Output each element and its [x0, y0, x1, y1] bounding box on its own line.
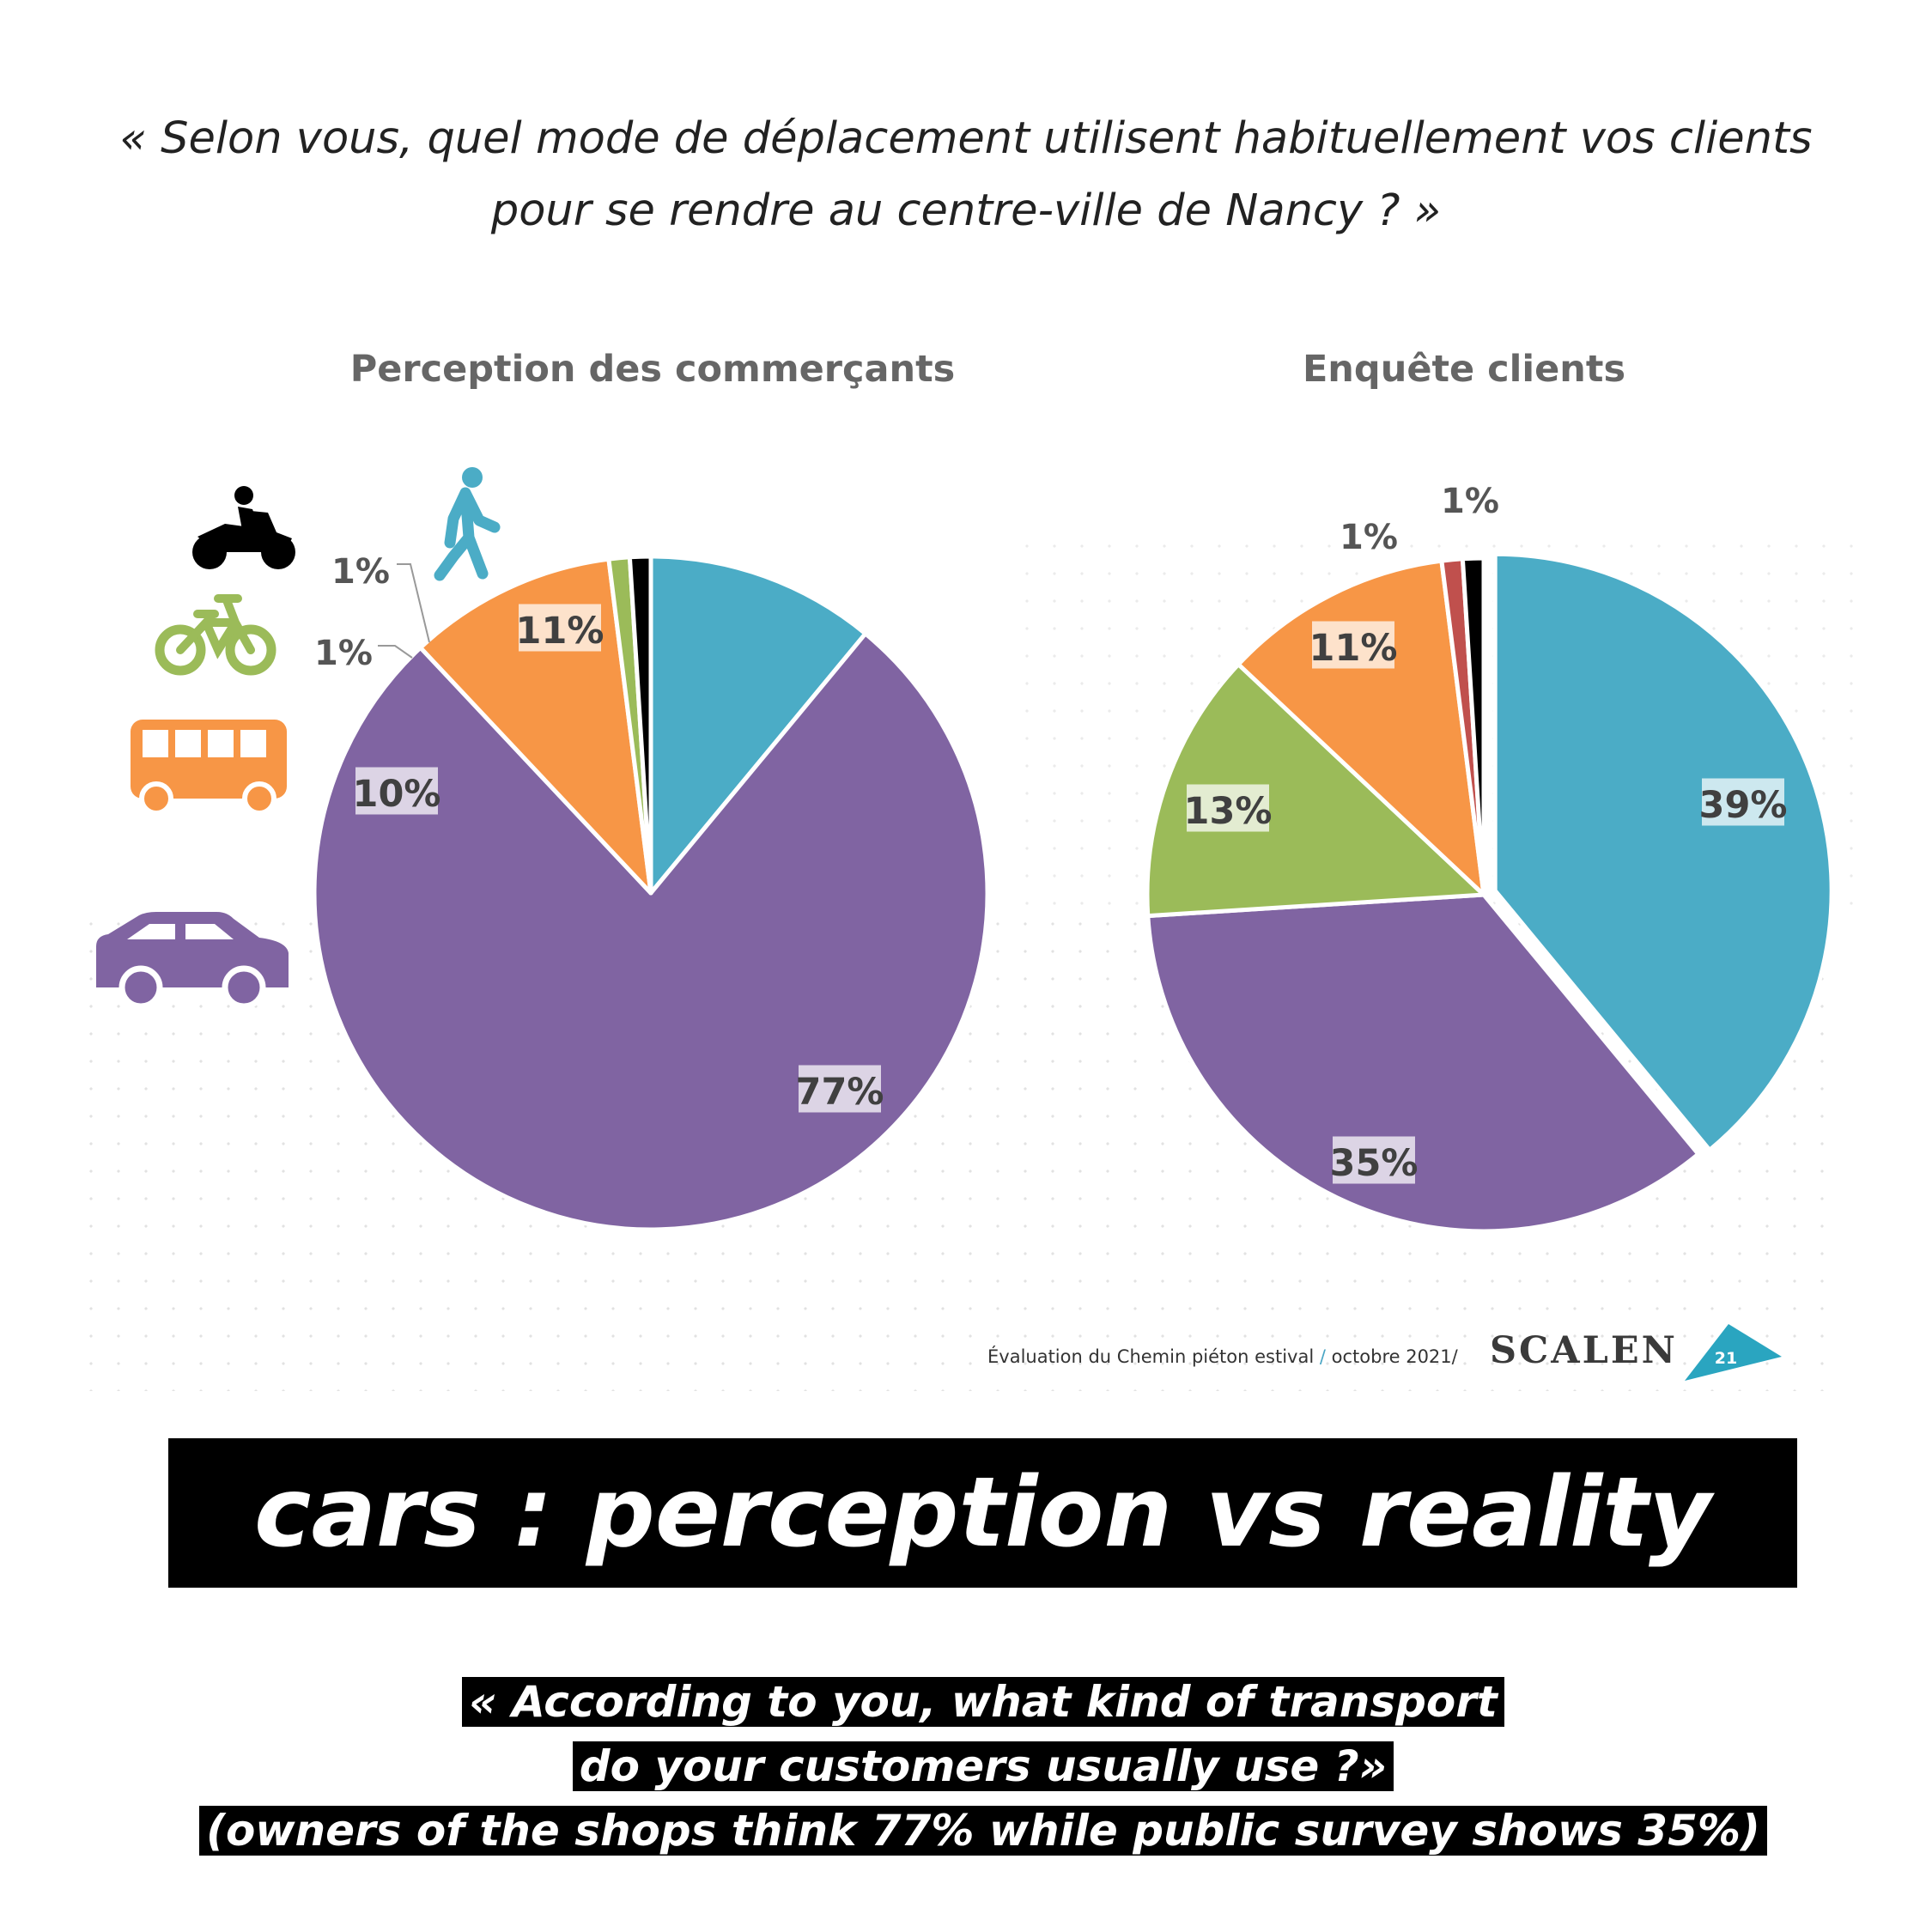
slice-bus-label-box: [355, 767, 438, 815]
slice-walk-label: 39%: [1699, 784, 1788, 827]
slice-moto-label: 1%: [331, 552, 390, 592]
slice-car-label-box: [799, 1065, 881, 1113]
slice-walk-label-box: [519, 604, 601, 652]
slice-car-label-box: [1333, 1136, 1415, 1184]
slice-walk-label: 11%: [516, 610, 605, 653]
slice-car-label: 35%: [1330, 1142, 1419, 1185]
pie-slice-walk: [1492, 551, 1834, 1152]
translation-caption: « According to you, what kind of transpo…: [155, 1670, 1812, 1863]
slice-bike-label-box: [1187, 784, 1269, 832]
caption-line-1: « According to you, what kind of transpo…: [462, 1677, 1504, 1727]
pie-slice-moto: [627, 554, 653, 896]
slice-walk-label-box: [1702, 778, 1784, 826]
car-icon: [96, 912, 289, 1010]
slice-bike-label: 1%: [314, 634, 373, 673]
survey-question: « Selon vous, quel mode de déplacement u…: [69, 103, 1863, 247]
pie-slice-bus: [1236, 558, 1486, 897]
pie-merchants: [312, 554, 990, 1232]
question-line-1: « Selon vous, quel mode de déplacement u…: [119, 113, 1813, 164]
question-line-2: pour se rendre au centre-ville de Nancy …: [490, 185, 1442, 236]
footer-date: octobre 2021/: [1331, 1346, 1458, 1367]
caption-line-3: (owners of the shops think 77% while pub…: [199, 1806, 1767, 1856]
bicycle-icon: [155, 594, 276, 676]
slice-bike-label: 13%: [1184, 790, 1273, 833]
page-number: 21: [1715, 1349, 1737, 1368]
brand-logo: SCALEN: [1490, 1329, 1678, 1372]
slice-bus-label: 11%: [1309, 627, 1398, 670]
page-number-badge: 21: [1685, 1324, 1782, 1381]
footer-slash: /: [1319, 1346, 1326, 1367]
leader-line-moto: [397, 563, 430, 643]
caption-line-2: do your customers usually use ?»: [572, 1741, 1394, 1791]
pie-slice-car: [1145, 892, 1701, 1234]
pie-slice-walk: [648, 554, 868, 896]
pie-slice-bike: [1145, 662, 1486, 919]
pie-slice-moto: [1460, 556, 1486, 897]
slice-bus-label-box: [1312, 621, 1394, 669]
chart-title-customers: Enquête clients: [1302, 348, 1626, 391]
bus-icon: [131, 720, 287, 816]
chart-title-merchants: Perception des commerçants: [349, 348, 956, 391]
pedestrian-icon: [434, 467, 501, 581]
footer-source: Évaluation du Chemin piéton estival / oc…: [987, 1346, 1458, 1367]
slice-car-label: 77%: [796, 1071, 884, 1114]
leader-line-bike: [378, 645, 413, 659]
slice-moto-label: 1%: [1441, 482, 1499, 521]
pie-customers: [1145, 551, 1834, 1234]
pie-charts: 11% 77% 10% 1% 1% 39% 35% 13% 11% 1% 1% 21: [96, 467, 1834, 1381]
headline-banner: cars : perception vs reality: [168, 1438, 1797, 1588]
pie-labels: 11% 77% 10% 1% 1% 39% 35% 13% 11% 1% 1%: [314, 482, 1787, 1185]
slice-other-label: 1%: [1340, 518, 1398, 557]
slice-bus-label: 10%: [353, 773, 441, 816]
footer-source-text: Évaluation du Chemin piéton estival: [987, 1346, 1315, 1367]
motorcycle-icon: [192, 486, 295, 569]
